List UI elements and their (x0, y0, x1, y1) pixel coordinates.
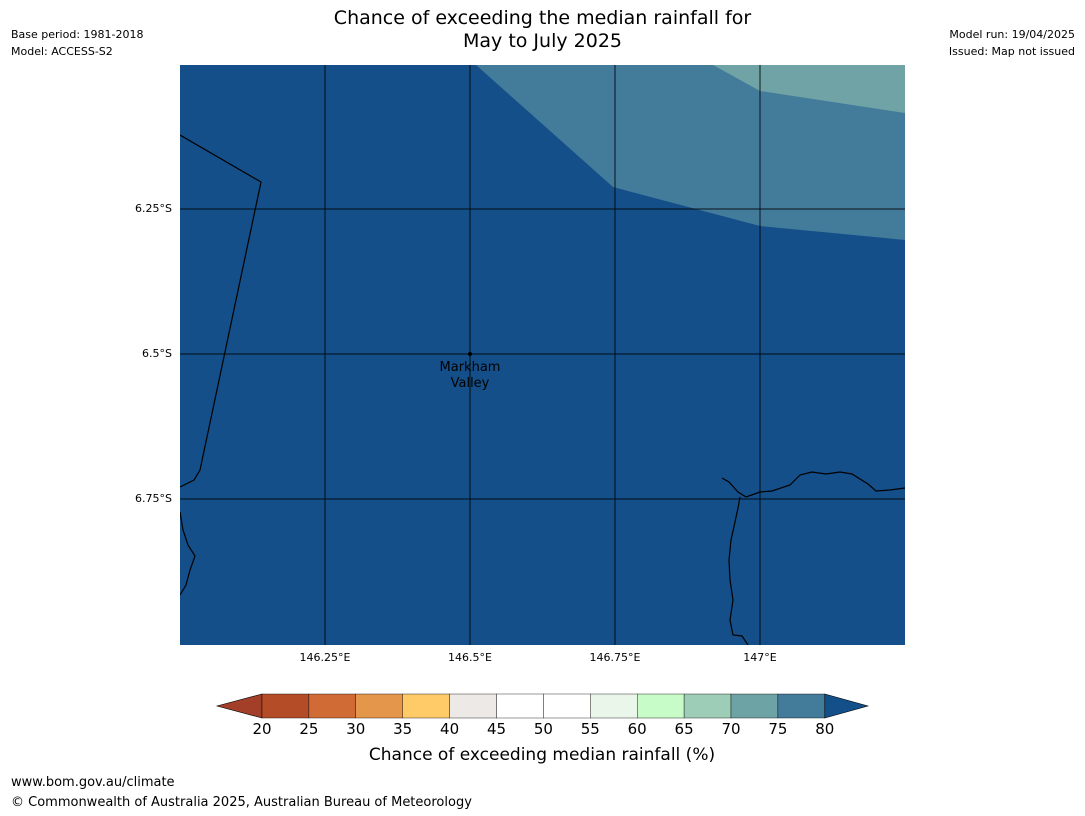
lat-label-6-5: 6.5°S (142, 347, 172, 360)
colorbar-swatch-20-25 (261, 693, 310, 719)
colorbar-swatch-70-75 (730, 693, 779, 719)
colorbar-tick-60: 60 (627, 720, 647, 738)
colorbar-tick-40: 40 (440, 720, 460, 738)
colorbar-swatch-60-65 (637, 693, 685, 719)
colorbar-tick-80: 80 (815, 720, 835, 738)
probability-band-70-80 (476, 65, 905, 240)
issued-text: Issued: Map not issued (948, 45, 1075, 58)
probability-band-65-70 (713, 65, 905, 113)
colorbar-tick-35: 35 (393, 720, 413, 738)
lat-label-6-25: 6.25°S (135, 202, 172, 215)
model-run-text: Model run: 19/04/2025 (949, 28, 1075, 41)
map-title-line1: Chance of exceeding the median rainfall … (333, 7, 752, 29)
colorbar-swatch-40-45 (449, 693, 497, 719)
map-title-line2: May to July 2025 (463, 30, 622, 52)
place-label-markham-valley: Markham Valley (420, 360, 520, 392)
coastline (180, 134, 905, 645)
colorbar-title: Chance of exceeding median rainfall (%) (368, 745, 716, 765)
base-period-text: Base period: 1981-2018 (11, 28, 144, 41)
colorbar-swatch-50-55 (543, 693, 591, 719)
colorbar-swatch-25-30 (308, 693, 356, 719)
lon-label-146-75: 146.75°E (589, 651, 641, 664)
graticule-grid (180, 65, 905, 645)
meta-left: Base period: 1981-2018 Model: ACCESS-S2 (11, 26, 143, 60)
colorbar-swatch-35-40 (402, 693, 450, 719)
markham-valley-marker (468, 352, 472, 356)
colorbar-extend-high (824, 693, 870, 719)
colorbar-tick-30: 30 (346, 720, 366, 738)
colorbar-tick-45: 45 (486, 720, 507, 738)
colorbar-tick-55: 55 (580, 720, 600, 738)
footer-url: www.bom.gov.au/climate (11, 775, 175, 790)
meta-right: Model run: 19/04/2025 Issued: Map not is… (949, 26, 1075, 60)
lon-label-147: 147°E (743, 651, 777, 664)
west-coastline (180, 511, 196, 596)
place-name-line1: Markham (439, 360, 501, 375)
colorbar-swatch-55-60 (590, 693, 638, 719)
colorbar-tick-75: 75 (768, 720, 788, 738)
colorbar-tick-70: 70 (721, 720, 741, 738)
colorbar-swatch-65-70 (683, 693, 732, 719)
model-text: Model: ACCESS-S2 (11, 45, 113, 58)
east-coastline (721, 471, 905, 498)
colorbar-tick-25: 25 (299, 720, 319, 738)
footer-copyright: © Commonwealth of Australia 2025, Austra… (11, 795, 472, 810)
colorbar-swatch-45-50 (496, 693, 544, 719)
colorbar-extend-low (215, 693, 263, 719)
colorbar-tick-65: 65 (674, 720, 694, 738)
lon-label-146-25: 146.25°E (299, 651, 351, 664)
lat-label-6-75: 6.75°S (135, 492, 172, 505)
colorbar-tick-50: 50 (533, 720, 553, 738)
gulf-coastline (728, 496, 749, 645)
colorbar-tick-20: 20 (252, 720, 272, 738)
border-line (180, 134, 262, 488)
place-name-line2: Valley (450, 376, 490, 391)
rainfall-map (180, 65, 905, 645)
colorbar-swatch-30-35 (355, 693, 403, 719)
map-title: Chance of exceeding the median rainfall … (0, 7, 1085, 53)
lon-label-146-5: 146.5°E (448, 651, 492, 664)
colorbar-swatch-75-80 (777, 693, 826, 719)
